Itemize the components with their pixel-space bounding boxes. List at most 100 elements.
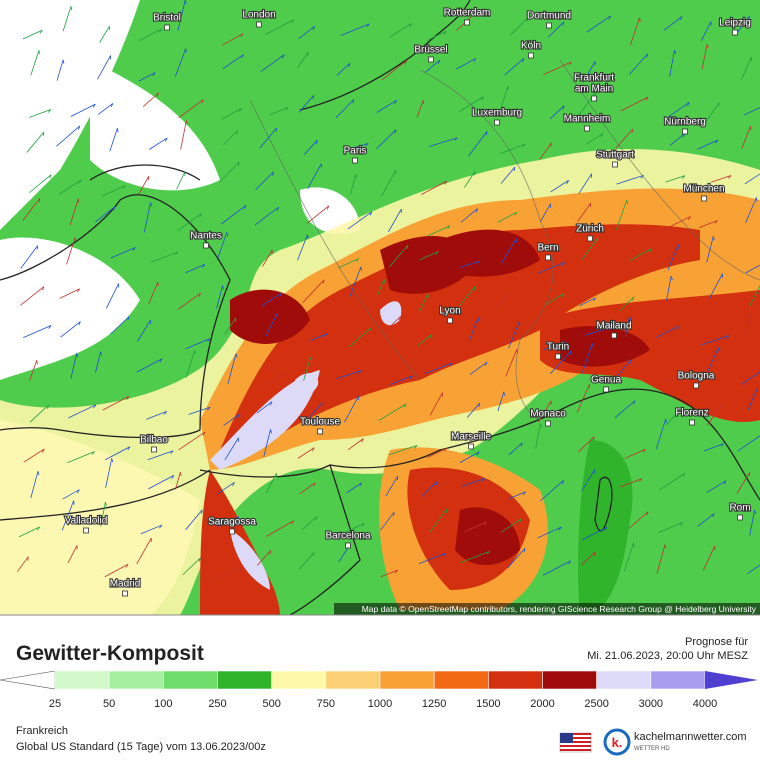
city-marker <box>464 19 470 26</box>
wind-arrow <box>614 400 636 418</box>
wind-arrow <box>67 545 78 564</box>
wind-arrow <box>148 137 168 150</box>
legend-swatch <box>54 670 110 690</box>
legend-level: 750 <box>317 698 335 710</box>
wind-arrow <box>537 400 552 423</box>
wind-arrow-head <box>281 373 285 378</box>
wind-arrow <box>336 62 351 76</box>
wind-arrow-head <box>726 335 730 339</box>
wind-arrow-head <box>47 404 50 409</box>
wind-arrow <box>497 211 518 223</box>
wind-arrow <box>307 163 322 190</box>
city-label: Nürnberg <box>664 117 706 128</box>
wind-arrow <box>70 103 96 117</box>
wind-arrow-head <box>38 198 41 203</box>
wind-arrow <box>298 26 315 40</box>
wind-arrow <box>697 513 715 527</box>
wind-arrow-head <box>593 551 596 557</box>
wind-arrow-head <box>312 95 315 100</box>
wind-arrow-head <box>409 375 413 380</box>
wind-arrow <box>306 205 330 224</box>
wind-arrow-head <box>507 86 509 91</box>
wind-arrow-head <box>568 61 572 66</box>
title: Gewitter-Komposit <box>16 642 204 665</box>
wind-arrow-head <box>42 286 45 291</box>
wind-arrow <box>508 491 526 500</box>
wind-arrow <box>418 552 447 564</box>
wind-arrow-head <box>522 143 526 148</box>
wind-arrow <box>550 180 569 193</box>
wind-arrow <box>223 413 240 426</box>
wind-arrow <box>94 206 116 223</box>
city-marker <box>317 428 323 435</box>
city-marker <box>732 29 738 36</box>
wind-arrow-head <box>320 402 323 407</box>
wind-arrow <box>261 292 283 307</box>
wind-arrow <box>22 198 41 221</box>
wind-arrow <box>140 524 163 535</box>
wind-arrow-head <box>519 518 522 523</box>
legend-swatch <box>108 670 164 690</box>
wind-arrow <box>29 404 49 423</box>
wind-arrow <box>304 139 318 155</box>
wind-arrow-head <box>78 321 81 326</box>
wind-arrow-head <box>474 286 476 291</box>
wind-arrow-head <box>540 423 543 428</box>
wind-arrow <box>428 137 458 148</box>
city-label: Toulouse <box>300 417 340 428</box>
wind-arrow <box>308 333 328 342</box>
wind-arrow <box>380 569 398 578</box>
wind-arrow <box>347 211 373 230</box>
wind-arrow-head <box>36 360 38 365</box>
wind-arrow-head <box>122 185 126 190</box>
wind-arrow <box>257 550 271 566</box>
wind-arrow-head <box>365 143 369 147</box>
wind-arrow <box>582 343 593 373</box>
wind-arrow-head <box>481 478 486 482</box>
wind-arrow-head <box>355 174 358 179</box>
wind-arrow <box>388 444 418 456</box>
wind-arrow-head <box>503 391 505 396</box>
wind-arrow-head <box>600 133 604 138</box>
wind-arrow <box>581 469 596 492</box>
forecast-label: Prognose für <box>685 636 748 648</box>
wind-arrow <box>697 139 719 150</box>
legend-swatch <box>433 670 489 690</box>
wind-arrow <box>308 402 323 419</box>
city-label: am Main <box>575 84 613 95</box>
city-marker <box>494 119 500 126</box>
wind-arrow <box>224 317 237 335</box>
wind-arrow-head <box>236 516 240 521</box>
wind-arrow-head <box>241 54 244 59</box>
wind-arrow <box>177 0 186 31</box>
wind-arrow-head <box>238 108 242 112</box>
city-marker <box>468 443 474 450</box>
wind-arrow-head <box>222 285 224 290</box>
wind-arrow-head <box>481 96 484 101</box>
wind-arrow-head <box>174 251 179 256</box>
wind-arrow-head <box>682 473 686 478</box>
wind-arrow-head <box>680 16 683 21</box>
wind-arrow <box>177 213 202 232</box>
city-label: Leipzig <box>719 18 751 29</box>
wind-arrow <box>102 185 126 197</box>
city-marker <box>545 254 551 261</box>
wind-arrow <box>342 142 369 152</box>
city-label: Köln <box>521 41 541 52</box>
wind-arrow-head <box>207 338 211 343</box>
wind-arrow <box>710 175 732 183</box>
wind-arrow-head <box>454 137 458 141</box>
wind-arrow-head <box>279 292 283 297</box>
wind-arrow-head <box>36 526 40 531</box>
wind-arrow-head <box>688 366 692 371</box>
wind-arrow <box>744 173 760 185</box>
wind-arrow-head <box>237 161 240 166</box>
wind-arrow <box>216 285 223 309</box>
wind-arrow-head <box>483 521 487 526</box>
us-flag <box>559 732 592 753</box>
wind-arrow <box>619 296 635 312</box>
wind-arrow-head <box>125 563 129 568</box>
wind-arrow-head <box>361 523 365 527</box>
wind-arrow-head <box>47 109 52 113</box>
city-label: Mailand <box>596 321 631 332</box>
